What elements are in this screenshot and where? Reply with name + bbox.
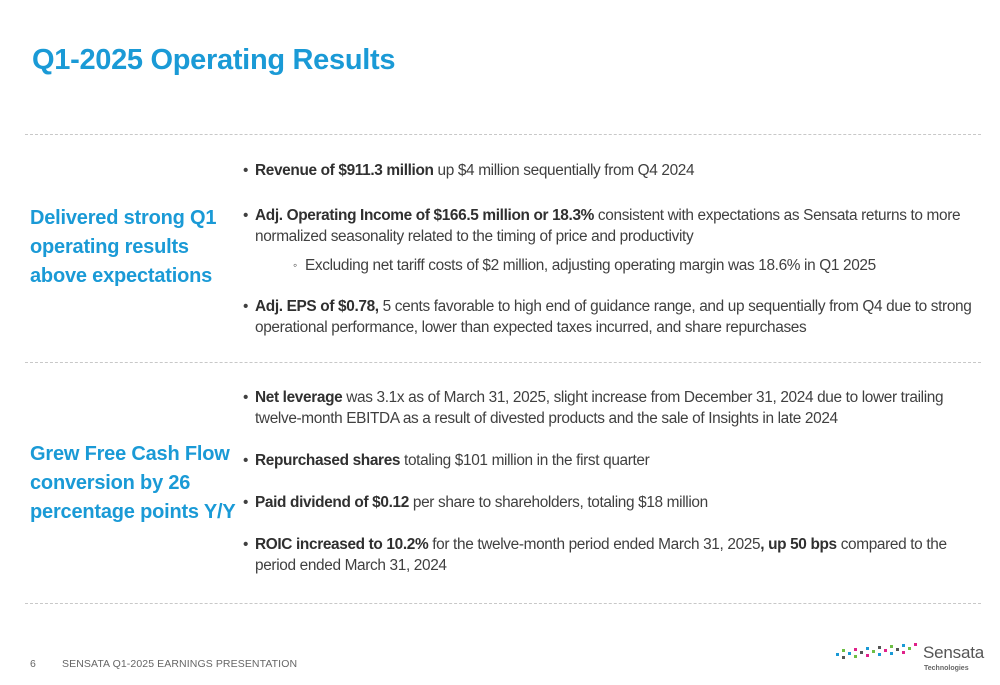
logo-subtitle: Technologies: [924, 665, 969, 672]
bullet-net-leverage: • Net leverage was 3.1x as of March 31, …: [243, 389, 944, 427]
footer-label: SENSATA Q1-2025 EARNINGS PRESENTATION: [62, 658, 298, 670]
sub-bullet-tariff: ◦ Excluding net tariff costs of $2 milli…: [293, 257, 876, 274]
bullet-dot: •: [243, 389, 249, 406]
divider-top: [25, 134, 981, 135]
bullet-revenue: • Revenue of $911.3 million up $4 millio…: [243, 162, 695, 179]
bullet-dividend: • Paid dividend of $0.12 per share to sh…: [243, 494, 708, 511]
bullet-dot: •: [243, 452, 249, 469]
bullet-dot: •: [243, 536, 249, 553]
divider-middle: [25, 362, 981, 363]
slide-title: Q1-2025 Operating Results: [32, 44, 396, 76]
sub-bullet-circle: ◦: [293, 258, 297, 272]
bullet-repurchased-shares: • Repurchased shares totaling $101 milli…: [243, 452, 650, 469]
bullet-eps: • Adj. EPS of $0.78, 5 cents favorable t…: [243, 298, 972, 336]
bullet-dot: •: [243, 162, 249, 179]
bullet-operating-income: • Adj. Operating Income of $166.5 millio…: [243, 207, 961, 245]
page-number: 6: [30, 658, 36, 670]
divider-bottom: [25, 603, 981, 604]
bullet-dot: •: [243, 494, 249, 511]
logo-dot-pattern: [836, 643, 917, 659]
bullet-dot: •: [243, 298, 249, 315]
bullet-dot: •: [243, 207, 249, 224]
bullet-roic: • ROIC increased to 10.2% for the twelve…: [243, 536, 947, 574]
bullet-list-cash-flow: • Net leverage was 3.1x as of March 31, …: [243, 387, 983, 576]
section-heading-cash-flow: Grew Free Cash Flow conversion by 26 per…: [30, 443, 236, 523]
section-heading-results: Delivered strong Q1 operating results ab…: [30, 207, 217, 287]
logo-wordmark: Sensata: [923, 643, 984, 662]
sensata-logo-icon: [836, 643, 917, 659]
bullet-list-results: • Revenue of $911.3 million up $4 millio…: [243, 160, 983, 338]
